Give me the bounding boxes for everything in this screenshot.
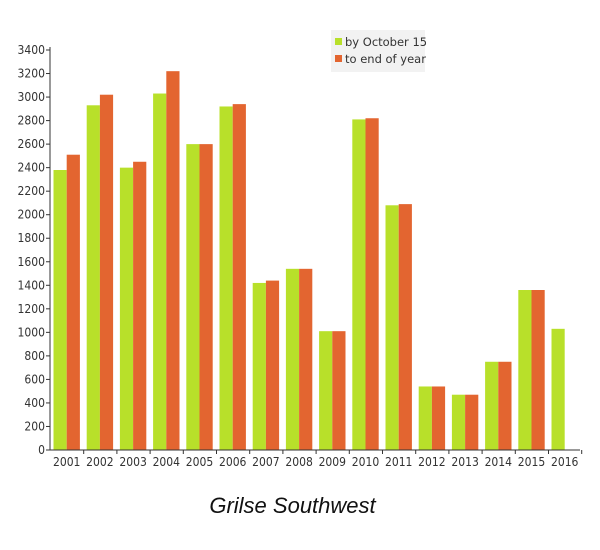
y-tick-label: 200 [24,419,45,433]
legend-label-1: to end of year [345,52,426,66]
x-tick-label: 2002 [86,455,113,469]
bar-2014-series-1 [498,361,512,450]
y-tick-label: 3000 [18,90,46,104]
y-tick-label: 1800 [18,231,46,245]
y-tick-label: 1600 [18,255,46,269]
bar-2011-series-1 [398,204,412,450]
bar-2010-series-1 [365,118,379,451]
y-tick-label: 1000 [18,325,46,339]
bar-2006-series-1 [232,104,246,451]
legend-background [331,30,425,72]
y-tick-label: 1200 [18,302,46,316]
bar-2013-series-1 [465,394,479,450]
bar-2009-series-0 [319,331,333,450]
bar-2003-series-1 [133,161,147,450]
y-tick-label: 2000 [18,208,46,222]
x-tick-label: 2011 [385,455,412,469]
x-tick-label: 2009 [319,455,347,469]
x-tick-label: 2001 [53,455,80,469]
x-tick-label: 2013 [451,455,478,469]
x-tick-label: 2008 [285,455,313,469]
bar-2008-series-0 [285,268,300,450]
bar-2009-series-1 [332,331,346,450]
bar-2004-series-1 [166,71,180,451]
legend: by October 15 to end of year [331,30,427,72]
x-tick-label: 2006 [219,455,247,469]
bar-2003-series-0 [119,167,134,450]
bar-2004-series-0 [153,93,167,450]
y-tick-label: 800 [24,349,45,363]
bar-2013-series-0 [451,394,466,450]
bar-2006-series-0 [219,106,233,450]
bar-2015-series-0 [518,290,532,450]
y-tick-label: 3400 [18,43,46,57]
y-tick-label: 1400 [18,278,46,292]
bar-2002-series-1 [99,94,114,451]
bar-2012-series-0 [418,386,432,450]
y-tick-label: 0 [38,443,45,457]
legend-swatch-1 [335,55,342,62]
bar-2005-series-1 [199,144,213,450]
bar-2005-series-0 [186,144,200,450]
legend-swatch-0 [335,38,342,45]
y-tick-label: 2800 [18,114,46,128]
y-tick-label: 2200 [18,184,46,198]
bar-2014-series-0 [485,361,499,450]
bar-2001-series-1 [66,154,80,450]
bar-2007-series-0 [252,282,266,450]
x-tick-label: 2003 [119,455,146,469]
bar-2007-series-1 [265,280,280,450]
x-tick-label: 2015 [518,455,545,469]
bar-2012-series-1 [431,386,446,450]
y-tick-label: 600 [24,372,45,386]
axes-group: 0 200 400 600 800 1000 1200 1400 1600 1800 2000 220… [18,43,583,469]
y-tick-label: 400 [24,396,45,410]
bar-2010-series-0 [352,119,366,450]
x-tick-label: 2010 [352,455,380,469]
bar-2015-series-1 [531,290,545,450]
x-tick-label: 2004 [153,455,181,469]
legend-label-0: by October 15 [345,35,427,49]
x-tick-label: 2007 [252,455,279,469]
bar-2011-series-0 [385,205,399,450]
x-tick-label: 2014 [485,455,513,469]
bar-2002-series-0 [86,105,100,450]
y-tick-label: 3200 [18,67,46,81]
x-tick-label: 2012 [418,455,445,469]
y-tick-label: 2400 [18,161,46,175]
chart-title: Grilse Southwest [209,493,376,518]
bar-2001-series-0 [53,170,67,450]
x-tick-label: 2016 [551,455,579,469]
bar-2008-series-1 [299,268,313,450]
bar-2016-series-0 [551,328,565,450]
bars-group [53,71,565,451]
y-tick-label: 2600 [18,137,46,151]
x-tick-label: 2005 [186,455,213,469]
